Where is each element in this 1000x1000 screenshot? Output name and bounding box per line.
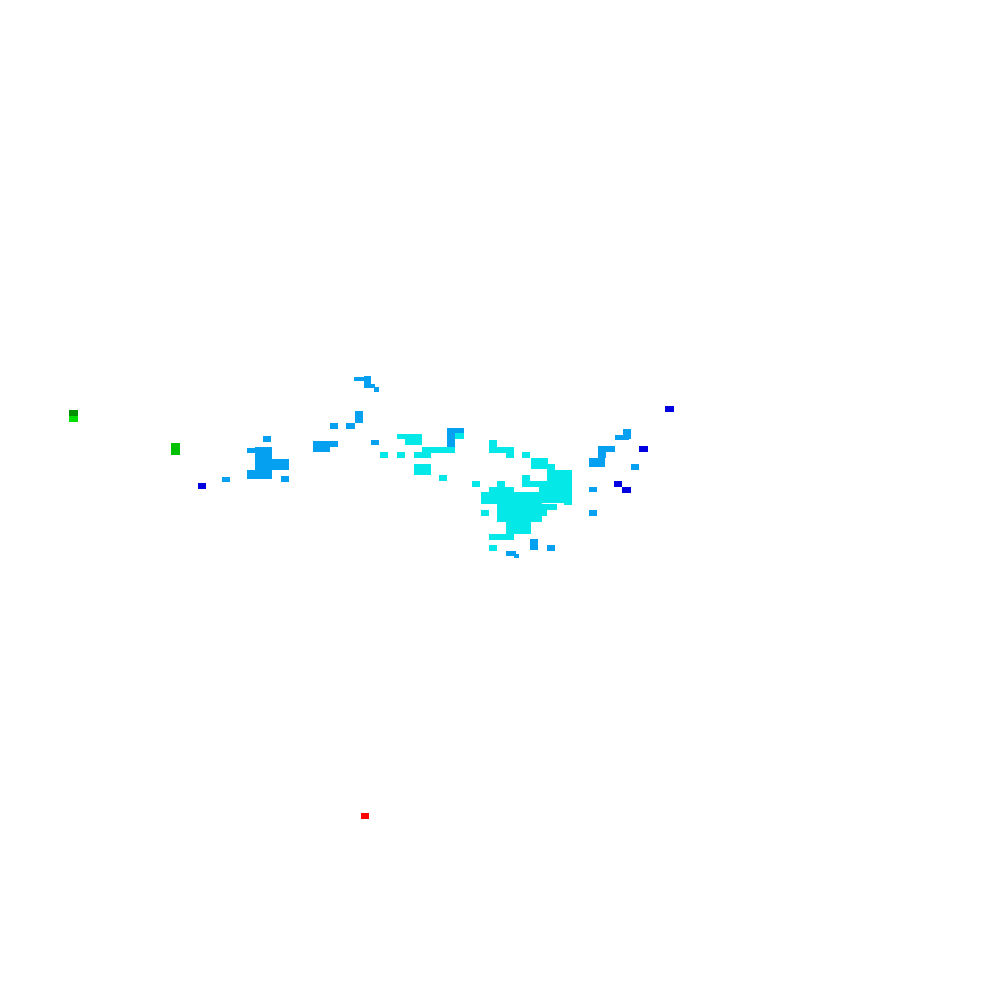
cell-cyan <box>489 447 514 453</box>
cell-blue <box>589 458 605 467</box>
cell-blue <box>530 539 538 550</box>
cell-cyan <box>506 522 531 534</box>
cell-cyan <box>539 504 547 516</box>
cell-cyan <box>489 534 497 540</box>
cell-blue <box>247 470 272 479</box>
cell-cyan <box>497 481 505 487</box>
cell-cyan <box>547 504 557 510</box>
cell-dark-blue <box>622 487 631 493</box>
cell-blue <box>623 429 631 439</box>
cell-cyan <box>380 452 388 458</box>
cell-cyan <box>489 545 497 551</box>
cell-blue <box>255 459 289 470</box>
cell-cyan <box>547 464 555 470</box>
cell-blue <box>346 423 355 429</box>
cell-blue <box>355 411 363 423</box>
cell-blue <box>447 428 455 451</box>
cell-dark-green <box>69 410 78 416</box>
cell-blue <box>598 446 615 452</box>
cell-cyan <box>497 534 514 540</box>
cell-blue <box>615 435 629 440</box>
cell-red <box>361 813 369 819</box>
cell-cyan <box>405 434 422 445</box>
cell-cyan <box>422 447 455 453</box>
cell-cyan <box>397 434 407 439</box>
cell-cyan <box>472 481 480 487</box>
cell-blue <box>371 440 379 445</box>
cell-blue <box>354 377 366 381</box>
cell-blue <box>313 441 330 452</box>
cell-blue <box>371 384 375 388</box>
cell-cyan <box>530 481 540 487</box>
cell-cyan <box>506 452 514 458</box>
cell-light-green <box>69 416 78 422</box>
cell-cyan <box>455 433 464 439</box>
cell-blue <box>514 554 519 558</box>
cell-cyan <box>481 510 489 516</box>
cell-cyan <box>531 458 548 469</box>
cell-cyan <box>489 440 497 452</box>
cell-blue <box>589 487 597 492</box>
cell-cyan <box>522 452 530 458</box>
cell-blue <box>263 436 271 442</box>
cell-blue <box>506 551 516 556</box>
cell-blue <box>374 387 379 392</box>
cell-blue <box>589 510 597 516</box>
cell-cyan <box>414 452 431 458</box>
cell-cyan <box>414 464 431 475</box>
cell-blue <box>330 423 338 429</box>
cell-blue <box>547 545 555 551</box>
cell-dark-blue <box>639 446 648 452</box>
cell-blue <box>281 476 289 482</box>
cell-cyan <box>397 452 405 458</box>
cell-cyan <box>564 470 572 505</box>
cell-cyan <box>522 475 530 487</box>
cell-cyan <box>539 481 572 503</box>
cell-dark-blue <box>665 406 674 412</box>
cell-blue <box>598 446 606 458</box>
cell-dark-blue <box>614 481 622 487</box>
cell-cyan <box>439 475 447 481</box>
cell-green <box>171 443 180 455</box>
cell-cyan <box>497 498 542 522</box>
cell-dark-blue <box>198 483 206 489</box>
cell-blue <box>631 464 639 470</box>
cell-blue <box>364 376 371 388</box>
cell-cyan <box>489 487 514 493</box>
cell-blue <box>447 428 464 434</box>
cell-blue <box>222 477 230 482</box>
